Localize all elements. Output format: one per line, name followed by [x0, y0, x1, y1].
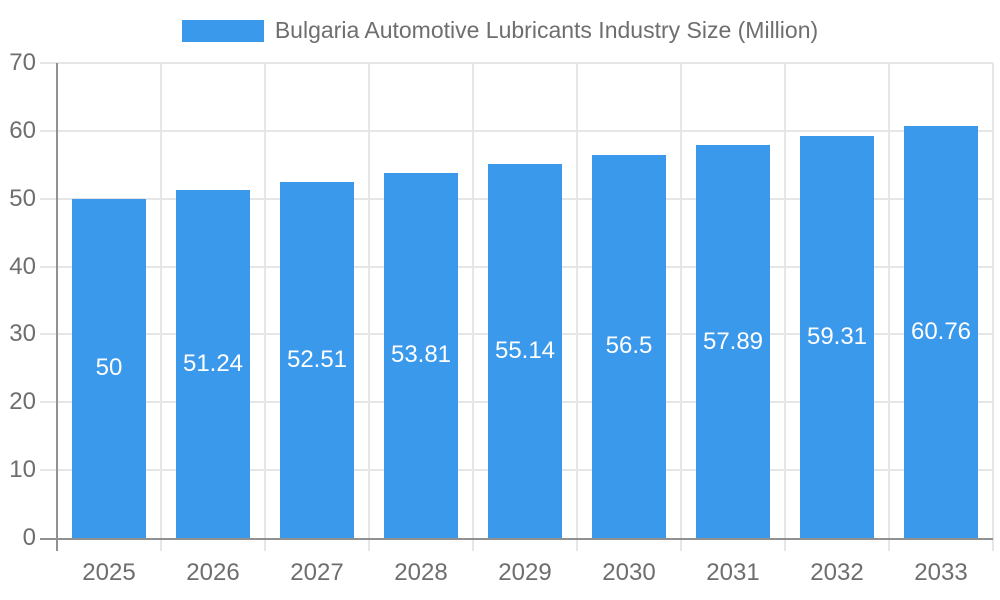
v-gridline [472, 63, 474, 551]
v-gridline [992, 63, 994, 551]
x-tick-label: 2028 [394, 559, 448, 586]
y-axis-line [56, 63, 58, 551]
bar[interactable]: 56.5 [592, 154, 666, 538]
bar-value-label: 51.24 [182, 350, 244, 378]
y-tick-label: 40 [9, 252, 36, 280]
v-gridline [888, 63, 890, 551]
bar[interactable]: 50 [72, 198, 146, 538]
bar-value-label: 55.14 [494, 336, 556, 364]
v-gridline [368, 63, 370, 551]
bar[interactable]: 52.51 [280, 181, 354, 538]
y-tick-label: 0 [22, 524, 36, 551]
x-tick-label: 2025 [82, 559, 136, 586]
bar[interactable]: 57.89 [696, 145, 770, 538]
bar-value-label: 50 [95, 354, 123, 382]
y-tick-label: 60 [9, 116, 36, 144]
bar-value-label: 56.5 [605, 332, 653, 360]
x-tick-label: 2032 [810, 559, 864, 586]
bar-value-label: 57.89 [702, 327, 764, 355]
x-tick-label: 2029 [498, 559, 552, 586]
v-gridline [680, 63, 682, 551]
h-gridline [40, 129, 993, 132]
v-gridline [160, 63, 162, 551]
bar-value-label: 52.51 [286, 345, 348, 373]
bar-value-label: 59.31 [806, 322, 868, 350]
v-gridline [784, 63, 786, 551]
v-gridline [576, 63, 578, 551]
v-gridline [264, 63, 266, 551]
y-tick-label: 70 [9, 49, 36, 76]
x-tick-label: 2033 [914, 559, 968, 586]
bar[interactable]: 53.81 [384, 172, 458, 538]
y-tick-label: 20 [9, 388, 36, 416]
bar[interactable]: 59.31 [800, 135, 874, 538]
y-tick-label: 50 [9, 184, 36, 212]
bar[interactable]: 55.14 [488, 163, 562, 538]
x-tick-label: 2027 [290, 559, 344, 586]
bar-value-label: 60.76 [910, 317, 972, 345]
chart-legend[interactable]: Bulgaria Automotive Lubricants Industry … [0, 17, 1000, 44]
x-axis-line [40, 538, 993, 540]
x-tick-label: 2026 [186, 559, 240, 586]
x-tick-label: 2030 [602, 559, 656, 586]
legend-swatch [181, 19, 264, 42]
bar-value-label: 53.81 [390, 341, 452, 369]
h-gridline [40, 62, 993, 64]
bar[interactable]: 51.24 [176, 190, 250, 538]
y-tick-label: 30 [9, 320, 36, 348]
x-tick-label: 2031 [706, 559, 760, 586]
bar[interactable]: 60.76 [904, 125, 978, 538]
legend-label: Bulgaria Automotive Lubricants Industry … [274, 17, 819, 43]
y-tick-label: 10 [9, 456, 36, 484]
